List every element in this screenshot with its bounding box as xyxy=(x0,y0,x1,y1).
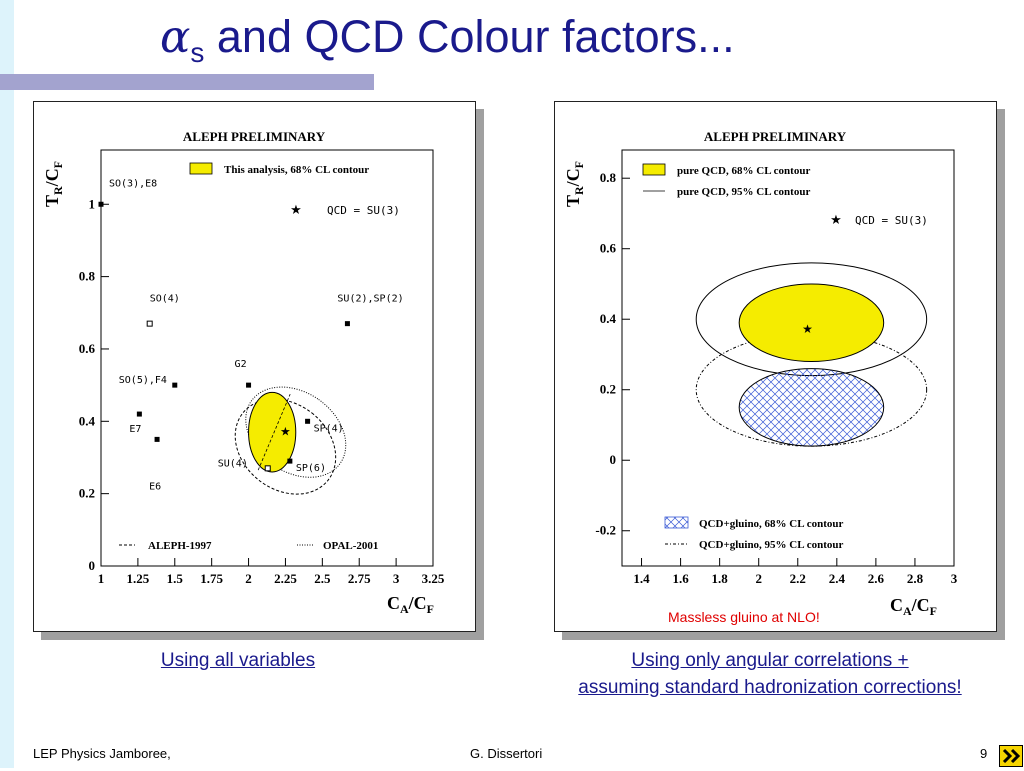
legend-opal-label: OPAL-2001 xyxy=(323,540,378,552)
right-xlabel: CA/CF xyxy=(890,595,937,618)
legend-qcd-star-right: ★ xyxy=(830,212,842,227)
left-xtick-label: 1.75 xyxy=(200,571,223,586)
group-label: G2 xyxy=(235,359,247,370)
left-xtick-label: 2 xyxy=(245,571,252,586)
right-xtick-label: 2.2 xyxy=(790,571,806,586)
right-xtick-label: 2.4 xyxy=(829,571,846,586)
left-xtick-label: 2.75 xyxy=(348,571,371,586)
right-plot-frame xyxy=(621,149,955,567)
group-point xyxy=(172,382,178,388)
right-ytick-label: 0 xyxy=(610,452,617,467)
gluino-68cl-contour xyxy=(738,368,885,447)
left-ytick-label: 1 xyxy=(89,196,96,211)
right-chart: ALEPH PRELIMINARY 1.4 1.6 1.8 2 2.2 2.4 2.6 2.8… xyxy=(563,129,958,625)
legend-gluino68-label: QCD+gluino, 68% CL contour xyxy=(699,518,844,530)
contour-inner-line xyxy=(257,394,291,471)
footer-author: G. Dissertori xyxy=(470,746,543,761)
group-label: SU(2),SP(2) xyxy=(337,294,403,305)
aleph-1997-contour xyxy=(234,398,337,495)
left-xtick-label: 3 xyxy=(393,571,400,586)
right-xtick-label: 1.4 xyxy=(633,571,650,586)
group-point xyxy=(264,465,271,472)
left-stripe xyxy=(0,0,14,768)
right-xtick-label: 2.6 xyxy=(868,571,885,586)
group-point xyxy=(246,382,252,388)
title-alpha: α xyxy=(160,10,191,63)
right-ytick-label: 0.2 xyxy=(600,382,616,397)
right-xtick-label: 1.8 xyxy=(712,571,729,586)
group-point xyxy=(344,321,350,327)
right-xtick-label: 3 xyxy=(951,571,958,586)
qcd-su3-point: ★ xyxy=(802,322,813,336)
right-chart-panel: ALEPH PRELIMINARY 1.4 1.6 1.8 2 2.2 2.4 2.6 2.8… xyxy=(554,101,997,632)
group-label: SO(4) xyxy=(150,294,180,305)
left-ytick-label: 0.4 xyxy=(79,413,96,428)
right-ytick-label: 0.4 xyxy=(600,311,617,326)
group-label: E7 xyxy=(129,424,141,435)
left-xtick-label: 2.5 xyxy=(314,571,331,586)
left-chart: ALEPH PRELIMINARY 1 1.25 1.5 1.75 2 2.25 2.5 2.… xyxy=(42,129,445,616)
left-xlabel: CA/CF xyxy=(387,593,434,616)
legend-95-label: pure QCD, 95% CL contour xyxy=(677,186,810,198)
group-label: SO(3),E8 xyxy=(109,178,157,189)
left-xtick-label: 1.5 xyxy=(167,571,184,586)
left-ytick-label: 0.2 xyxy=(79,486,95,501)
title-text: and QCD Colour factors... xyxy=(204,11,735,62)
group-label: SP(6) xyxy=(296,463,326,474)
left-xtick-label: 3.25 xyxy=(422,571,445,586)
group-point xyxy=(154,436,160,442)
legend-68-label: pure QCD, 68% CL contour xyxy=(677,165,810,177)
legend-contour-label: This analysis, 68% CL contour xyxy=(224,164,369,176)
left-xtick-label: 1.25 xyxy=(127,571,150,586)
legend-gluino68-swatch xyxy=(664,516,689,529)
right-ytick-label: 0.6 xyxy=(600,241,617,256)
legend-qcd-label-right: QCD = SU(3) xyxy=(855,214,928,227)
right-xtick-label: 2.8 xyxy=(907,571,924,586)
right-xtick-label: 2 xyxy=(755,571,762,586)
analysis-68cl-contour xyxy=(248,391,297,473)
right-xtick-label: 1.6 xyxy=(672,571,689,586)
group-point xyxy=(136,411,142,417)
group-label: SU(4) xyxy=(218,458,248,469)
footer-event: LEP Physics Jamboree, xyxy=(33,746,171,761)
right-ytick-label: -0.2 xyxy=(595,523,616,538)
legend-qcd-label: QCD = SU(3) xyxy=(327,204,400,217)
legend-68-swatch xyxy=(642,163,666,176)
caption-left: Using all variables xyxy=(160,650,316,671)
left-xtick-label: 2.25 xyxy=(274,571,297,586)
left-plot-frame xyxy=(100,149,434,567)
caption-right-line2: assuming standard hadronization correcti… xyxy=(578,677,962,698)
left-ytick-label: 0.6 xyxy=(79,341,96,356)
left-ylabel: TR/CF xyxy=(42,161,65,207)
qcd-su3-point: ★ xyxy=(280,424,291,438)
pure-qcd-68cl-contour xyxy=(738,283,885,363)
group-point xyxy=(146,320,153,327)
title-subscript: s xyxy=(190,37,205,68)
group-label: SP(4) xyxy=(314,423,344,434)
group-point xyxy=(305,418,311,424)
left-xtick-label: 1 xyxy=(98,571,105,586)
institution-logo xyxy=(999,745,1023,767)
legend-gluino95-label: QCD+gluino, 95% CL contour xyxy=(699,539,844,551)
legend-aleph-label: ALEPH-1997 xyxy=(148,540,212,552)
left-ytick-label: 0.8 xyxy=(79,269,96,284)
right-header: ALEPH PRELIMINARY xyxy=(704,129,847,144)
group-point xyxy=(98,201,104,207)
left-ytick-label: 0 xyxy=(89,558,96,573)
caption-right-line1: Using only angular correlations + xyxy=(631,650,909,671)
title-rule xyxy=(0,74,374,90)
group-point xyxy=(287,458,293,464)
legend-qcd-star: ★ xyxy=(290,202,302,217)
group-label: SO(5),F4 xyxy=(119,375,167,386)
right-ylabel: TR/CF xyxy=(563,161,586,207)
massless-gluino-note: Massless gluino at NLO! xyxy=(668,609,820,625)
group-label: E6 xyxy=(149,481,161,492)
left-header: ALEPH PRELIMINARY xyxy=(183,129,326,144)
footer-page-number: 9 xyxy=(980,746,988,761)
page-title: αs and QCD Colour factors... xyxy=(160,4,735,70)
legend-contour-swatch xyxy=(189,162,213,175)
right-ytick-label: 0.8 xyxy=(600,170,617,185)
left-chart-panel: ALEPH PRELIMINARY 1 1.25 1.5 1.75 2 2.25 2.5 2.… xyxy=(33,101,476,632)
